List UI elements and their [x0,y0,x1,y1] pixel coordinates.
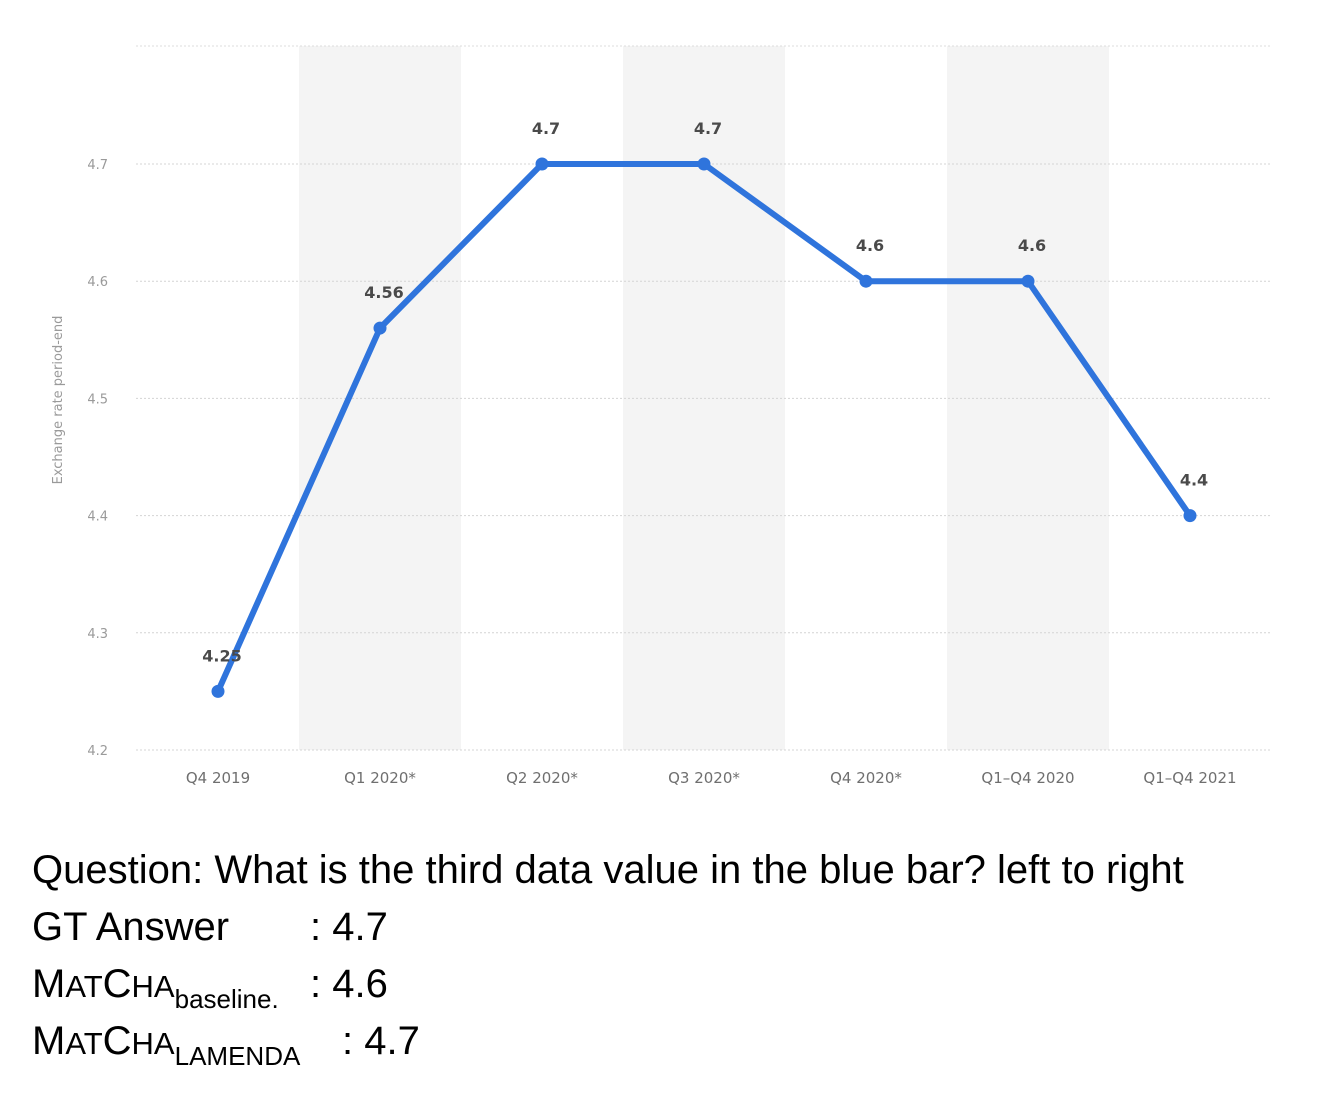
data-point [859,274,873,288]
x-tick-label: Q1–Q4 2020 [981,769,1074,787]
gt-answer-value: : 4.7 [310,905,388,949]
data-point [1183,509,1197,523]
y-axis-label: Exchange rate period-end [51,316,66,485]
data-label: 4.25 [202,646,241,665]
baseline-model-label: MATCHAbaseline. [32,962,279,1014]
x-tick-label: Q4 2020* [830,769,902,787]
data-point [211,684,225,698]
y-tick-label: 4.7 [87,158,108,173]
data-label: 4.7 [694,119,722,138]
gt-answer-label: GT Answer [32,905,230,949]
lamenda-row: MATCHALAMENDA : 4.7 [32,1013,1184,1070]
gt-answer-row: GT Answer : 4.7 [32,899,1184,956]
data-label: 4.6 [1018,236,1046,255]
y-tick-label: 4.5 [87,392,108,407]
series-line [211,157,1197,698]
data-label: 4.56 [364,283,403,302]
data-point [535,157,549,171]
lamenda-value: : 4.7 [342,1019,420,1063]
x-tick-label: Q3 2020* [668,769,740,787]
data-point [373,321,387,335]
data-labels: 4.25 4.56 4.7 4.7 4.6 4.6 4.4 [202,119,1208,665]
qa-panel: Question: What is the third data value i… [32,842,1184,1070]
y-axis-ticks: 4.2 4.3 4.4 4.5 4.6 4.7 [87,158,108,759]
y-tick-label: 4.4 [87,510,108,525]
data-label: 4.7 [532,119,560,138]
x-tick-label: Q2 2020* [506,769,578,787]
y-tick-label: 4.3 [87,627,108,642]
question-text: Question: What is the third data value i… [32,848,1184,892]
x-tick-label: Q1–Q4 2021 [1143,769,1236,787]
x-axis-ticks: Q4 2019 Q1 2020* Q2 2020* Q3 2020* Q4 2020* Q… [186,769,1237,787]
data-label: 4.6 [856,236,884,255]
data-point [1021,274,1035,288]
x-tick-label: Q1 2020* [344,769,416,787]
y-tick-label: 4.2 [87,744,108,759]
line-chart: 4.2 4.3 4.4 4.5 4.6 4.7 Q4 2019 Q1 2020* Q2 202… [51,45,1272,787]
baseline-value: : 4.6 [310,962,388,1006]
data-point [697,157,711,171]
baseline-row: MATCHAbaseline. : 4.6 [32,956,1184,1013]
lamenda-model-label: MATCHALAMENDA [32,1019,301,1071]
y-tick-label: 4.6 [87,275,108,290]
data-label: 4.4 [1180,471,1208,490]
x-tick-label: Q4 2019 [186,769,250,787]
